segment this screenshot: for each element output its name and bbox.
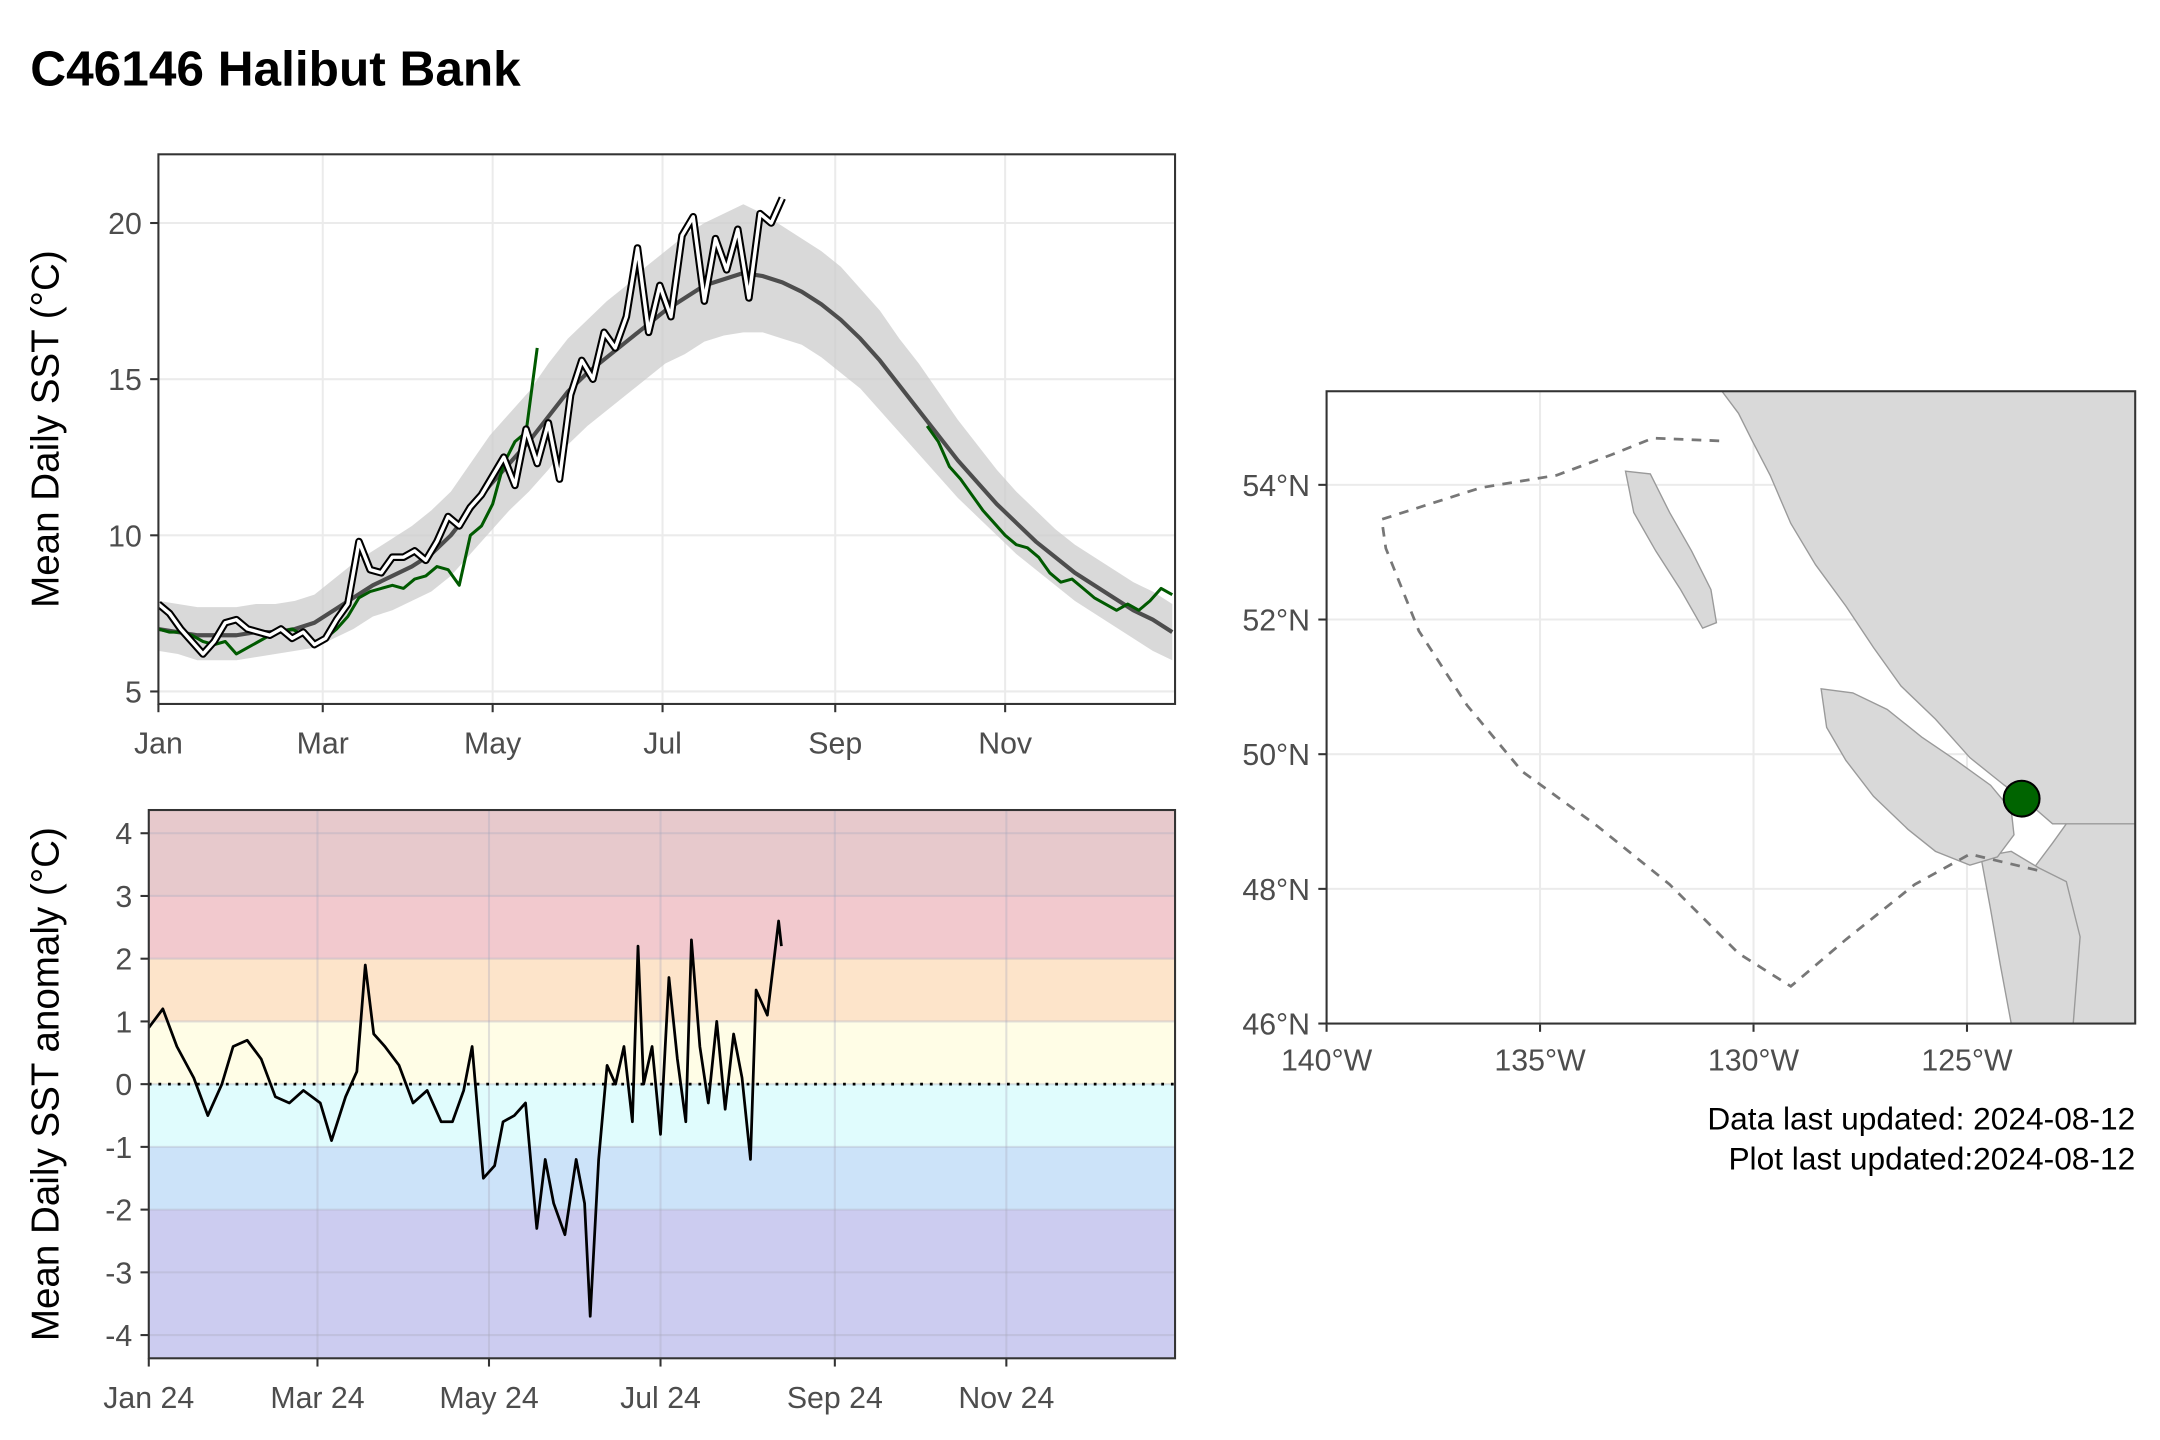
x-tick-label: Nov	[978, 728, 1033, 761]
x-tick-label: Jul	[643, 728, 682, 761]
data-updated-note: Data last updated: 2024-08-12	[1707, 1101, 2135, 1137]
x-tick-label: 125°W	[1921, 1044, 2013, 1077]
y-tick-label: 48°N	[1242, 874, 1310, 907]
y-tick-label: 1	[115, 1006, 132, 1039]
anomaly-band	[148, 895, 1176, 959]
panel-border	[1325, 390, 2137, 1025]
series-line	[148, 919, 783, 1318]
x-tick-label: Jan	[134, 728, 183, 761]
x-tick-label: May	[464, 728, 522, 761]
y-tick-label: 10	[108, 520, 142, 553]
y-tick-label: -2	[105, 1195, 132, 1228]
boundary	[1380, 436, 2040, 989]
anomaly-band	[148, 1021, 1176, 1085]
sst-panel: Jan Mar May Jul Sep Nov 5 10 15 20 Mean Daily SST …	[24, 153, 1177, 761]
y-tick-label: 2	[115, 944, 132, 977]
y-tick-label: -4	[105, 1320, 132, 1353]
climatology-range	[158, 204, 1173, 661]
panel-border	[147, 808, 1177, 1360]
y-axis-title: Mean Daily SST (°C)	[24, 250, 67, 608]
anomaly-panel: Jan 24 Mar 24 May 24 Jul 24 Sep 24 Nov 24 -4 -3…	[24, 808, 1177, 1415]
y-tick-label: 52°N	[1242, 605, 1310, 638]
plot-updated-note: Plot last updated:2024-08-12	[1728, 1141, 2135, 1177]
x-tick-label: 130°W	[1708, 1044, 1800, 1077]
x-tick-label: Mar 24	[270, 1382, 364, 1415]
anomaly-band	[148, 810, 1176, 896]
washington	[1980, 850, 2081, 1024]
y-tick-label: 46°N	[1242, 1009, 1310, 1042]
anomaly-band	[148, 1146, 1176, 1210]
panel-border	[157, 153, 1177, 705]
x-tick-label: Sep	[808, 728, 862, 761]
series-line	[158, 197, 784, 656]
y-tick-label: 20	[108, 208, 142, 241]
x-tick-label: Jan 24	[103, 1382, 194, 1415]
x-tick-label: Jul 24	[620, 1382, 701, 1415]
y-tick-label: 0	[115, 1069, 132, 1102]
y-tick-label: 5	[125, 676, 142, 709]
x-tick-label: 140°W	[1281, 1044, 1373, 1077]
y-tick-label: 54°N	[1242, 470, 1310, 503]
y-tick-label: -3	[105, 1257, 132, 1290]
y-tick-label: -1	[105, 1132, 132, 1165]
station-point	[2002, 779, 2041, 818]
x-tick-label: Nov 24	[958, 1382, 1054, 1415]
series-line	[158, 347, 1174, 656]
anomaly-band	[148, 958, 1176, 1022]
anomaly-band	[148, 1209, 1176, 1359]
y-tick-label: 3	[115, 881, 132, 914]
y-tick-label: 50°N	[1242, 739, 1310, 772]
vancouver-island	[1820, 687, 2015, 866]
x-tick-label: 135°W	[1494, 1044, 1586, 1077]
haida-gwaii	[1624, 470, 1718, 630]
page-title: C46146 Halibut Bank	[30, 40, 521, 96]
y-tick-label: 15	[108, 364, 142, 397]
map-land	[1380, 391, 2136, 1024]
x-tick-label: Sep 24	[787, 1382, 883, 1415]
y-axis-title: Mean Daily SST anomaly (°C)	[24, 827, 67, 1341]
map-overlay	[1325, 390, 2137, 1025]
x-tick-label: May 24	[439, 1382, 538, 1415]
y-tick-label: 4	[115, 818, 132, 851]
x-tick-label: Mar	[297, 728, 349, 761]
